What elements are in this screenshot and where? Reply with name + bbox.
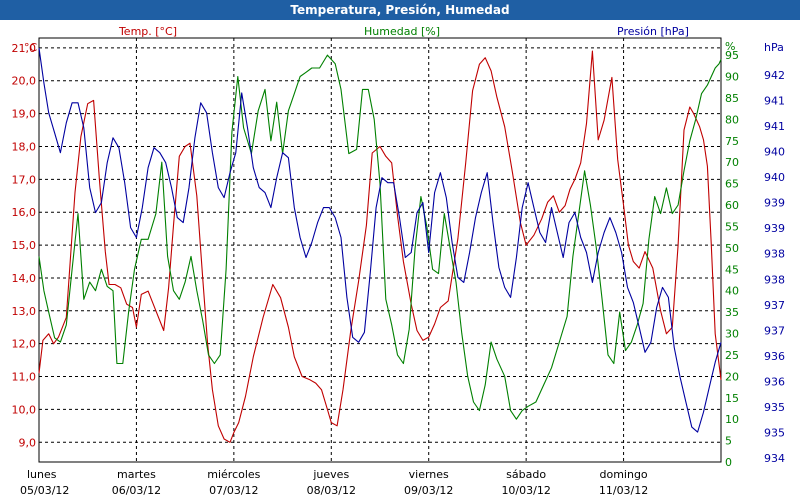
humidity-tick-label: 45 bbox=[725, 263, 739, 276]
temperature-tick-label: 15,0 bbox=[12, 239, 37, 252]
temperature-tick-label: 21,0 bbox=[12, 42, 37, 55]
temperature-axis-ticks: 9,0 10,0 11,0 12,0 13,0 14,0 15,0 16,0 17,0 18,0 1… bbox=[12, 42, 37, 449]
day-label-weekday: lunes bbox=[27, 468, 57, 481]
day-label-weekday: martes bbox=[117, 468, 156, 481]
humidity-tick-label: 35 bbox=[725, 306, 739, 319]
series-line-pressure bbox=[38, 47, 722, 433]
day-label-weekday: viernes bbox=[409, 468, 449, 481]
humidity-tick-label: 80 bbox=[725, 113, 739, 126]
legend-temperature: Temp. [°C] bbox=[118, 25, 177, 38]
day-label-date: 11/03/12 bbox=[599, 484, 648, 497]
temperature-tick-label: 11,0 bbox=[12, 371, 37, 384]
pressure-tick-label: 939 bbox=[764, 197, 785, 210]
humidity-tick-label: 20 bbox=[725, 370, 739, 383]
day-label-date: 09/03/12 bbox=[404, 484, 453, 497]
pressure-tick-label: 934 bbox=[764, 452, 785, 465]
day-label-date: 10/03/12 bbox=[501, 484, 550, 497]
temperature-tick-label: 19,0 bbox=[12, 108, 37, 121]
pressure-axis-ticks: 934 935 935 936 936 937 937 938 938 939 939 940 940 9… bbox=[764, 69, 785, 465]
day-label-date: 08/03/12 bbox=[307, 484, 356, 497]
pressure-unit-label: hPa bbox=[764, 41, 784, 54]
pressure-tick-label: 938 bbox=[764, 248, 785, 261]
plot-area bbox=[38, 37, 722, 463]
humidity-tick-label: 75 bbox=[725, 135, 739, 148]
day-label-date: 06/03/12 bbox=[112, 484, 161, 497]
pressure-tick-label: 937 bbox=[764, 324, 785, 337]
humidity-tick-label: 0 bbox=[725, 456, 732, 469]
temperature-tick-label: 12,0 bbox=[12, 338, 37, 351]
humidity-tick-label: 85 bbox=[725, 92, 739, 105]
temperature-tick-label: 16,0 bbox=[12, 206, 37, 219]
pressure-tick-label: 936 bbox=[764, 375, 785, 388]
pressure-tick-label: 941 bbox=[764, 120, 785, 133]
humidity-tick-label: 10 bbox=[725, 413, 739, 426]
day-label-weekday: domingo bbox=[599, 468, 647, 481]
humidity-tick-label: 30 bbox=[725, 328, 739, 341]
pressure-tick-label: 935 bbox=[764, 401, 785, 414]
temperature-tick-label: 9,0 bbox=[19, 436, 37, 449]
series-layer bbox=[38, 47, 722, 443]
day-label-weekday: miércoles bbox=[207, 468, 260, 481]
humidity-tick-label: 50 bbox=[725, 242, 739, 255]
pressure-tick-label: 940 bbox=[764, 146, 785, 159]
humidity-tick-label: 65 bbox=[725, 178, 739, 191]
humidity-tick-label: 40 bbox=[725, 285, 739, 298]
pressure-tick-label: 940 bbox=[764, 171, 785, 184]
humidity-tick-label: 15 bbox=[725, 392, 739, 405]
humidity-unit-label: % bbox=[725, 40, 735, 53]
day-label-date: 05/03/12 bbox=[20, 484, 69, 497]
pressure-tick-label: 936 bbox=[764, 350, 785, 363]
temperature-tick-label: 18,0 bbox=[12, 140, 37, 153]
pressure-tick-label: 939 bbox=[764, 222, 785, 235]
pressure-tick-label: 942 bbox=[764, 69, 785, 82]
humidity-tick-label: 95 bbox=[725, 49, 739, 62]
temperature-tick-label: 13,0 bbox=[12, 305, 37, 318]
pressure-tick-label: 938 bbox=[764, 273, 785, 286]
legend-pressure: Presión [hPa] bbox=[617, 25, 689, 38]
chart-title: Temperatura, Presión, Humedad bbox=[0, 0, 800, 20]
humidity-tick-label: 55 bbox=[725, 220, 739, 233]
temperature-tick-label: 17,0 bbox=[12, 173, 37, 186]
series-line-humidity bbox=[38, 54, 722, 420]
temperature-tick-label: 14,0 bbox=[12, 272, 37, 285]
day-label-weekday: sábado bbox=[506, 468, 546, 481]
humidity-tick-label: 60 bbox=[725, 199, 739, 212]
humidity-axis-ticks: 0 5 10 15 20 25 30 35 40 45 50 55 60 65 70 75 80 85 90 95 bbox=[725, 49, 739, 469]
pressure-tick-label: 937 bbox=[764, 299, 785, 312]
humidity-tick-label: 5 bbox=[725, 435, 732, 448]
temperature-tick-label: 20,0 bbox=[12, 75, 37, 88]
humidity-tick-label: 90 bbox=[725, 71, 739, 84]
humidity-tick-label: 70 bbox=[725, 156, 739, 169]
pressure-tick-label: 941 bbox=[764, 95, 785, 108]
day-label-weekday: jueves bbox=[312, 468, 349, 481]
temperature-unit-label: °C bbox=[24, 41, 38, 54]
temperature-tick-label: 10,0 bbox=[12, 403, 37, 416]
day-label-date: 07/03/12 bbox=[209, 484, 258, 497]
pressure-tick-label: 935 bbox=[764, 426, 785, 439]
humidity-tick-label: 25 bbox=[725, 349, 739, 362]
day-axis-labels: lunes 05/03/12 martes 06/03/12 miércoles 07/0… bbox=[20, 468, 648, 497]
series-line-temperature bbox=[38, 50, 722, 443]
legend-humidity: Humedad [%] bbox=[364, 25, 440, 38]
